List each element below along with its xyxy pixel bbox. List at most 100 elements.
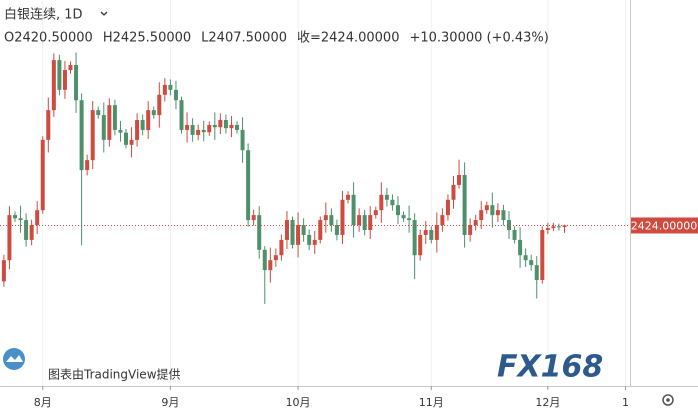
- candle-body: [112, 105, 117, 130]
- candle-body: [379, 194, 384, 211]
- candle-body: [529, 260, 534, 266]
- candle-body: [451, 184, 456, 200]
- candle-body: [357, 215, 362, 226]
- candle-body: [135, 120, 140, 140]
- brand-logo: FX168: [497, 350, 603, 385]
- candle-body: [223, 120, 228, 129]
- candle-body: [107, 105, 112, 140]
- candle-body: [368, 215, 373, 230]
- candle-body: [412, 220, 417, 256]
- candle-body: [340, 199, 345, 235]
- candle-body: [240, 129, 245, 151]
- candle-body: [562, 225, 567, 228]
- candle-body: [24, 220, 29, 240]
- candle-body: [373, 210, 378, 216]
- candle-body: [74, 65, 79, 101]
- candle-body: [473, 220, 478, 226]
- candle-body: [68, 65, 73, 71]
- overlay: 2424.00000: [0, 217, 698, 234]
- candle-body: [212, 124, 217, 128]
- candle-body: [457, 175, 462, 185]
- candle-body: [506, 220, 511, 230]
- candle-body: [279, 239, 284, 256]
- candle-body: [40, 139, 45, 211]
- candle-body: [556, 226, 561, 228]
- candle-body: [46, 110, 51, 140]
- candle-body: [262, 249, 267, 271]
- candle-body: [468, 225, 473, 235]
- candle-body: [418, 234, 423, 256]
- candle-body: [312, 239, 317, 245]
- settings-icon[interactable]: [662, 394, 674, 406]
- candle-body: [551, 226, 556, 229]
- candle-body: [384, 194, 389, 200]
- candle-body: [545, 228, 550, 230]
- candle-body: [346, 194, 351, 200]
- candles: [1, 52, 567, 304]
- candle-body: [18, 218, 23, 221]
- tradingview-logo: [3, 348, 25, 370]
- candle-body: [251, 215, 256, 221]
- candle-body: [196, 129, 201, 135]
- candle-body: [162, 84, 167, 95]
- candle-body: [479, 210, 484, 221]
- candle-body: [146, 110, 151, 130]
- ohlc-value: 收=2424.00000: [297, 31, 399, 46]
- candle-body: [307, 234, 312, 245]
- candle-body: [151, 110, 156, 116]
- candle-body: [7, 215, 12, 261]
- candle-body: [179, 100, 184, 130]
- candle-body: [35, 210, 40, 226]
- candle-body: [395, 205, 400, 216]
- candle-body: [207, 124, 212, 133]
- candle-body: [62, 70, 67, 90]
- ohlc-header: O2420.50000 H2425.50000 L2407.50000 收=2424.…: [4, 31, 549, 46]
- candle-body: [351, 194, 356, 226]
- candle-body: [429, 229, 434, 240]
- candle-body: [96, 110, 101, 116]
- candle-body: [540, 229, 545, 281]
- candle-body: [1, 260, 6, 282]
- chart-title: 白银连续, 1D: [4, 7, 83, 23]
- candle-body: [296, 225, 301, 245]
- candle-body: [501, 210, 506, 221]
- candle-body: [235, 124, 240, 130]
- candle-body: [85, 160, 90, 171]
- candle-body: [434, 225, 439, 240]
- candle-body: [218, 120, 223, 128]
- candle-body: [484, 205, 489, 211]
- candle-body: [290, 220, 295, 245]
- candle-body: [118, 129, 123, 133]
- candle-body: [445, 199, 450, 216]
- candle-body: [390, 199, 395, 206]
- candle-body: [284, 220, 289, 240]
- candle-body: [124, 132, 128, 145]
- candle-body: [268, 260, 273, 271]
- candle-body: [318, 220, 323, 240]
- ohlc-value: H2425.50000: [103, 31, 191, 46]
- candle-body: [512, 229, 517, 240]
- last-price-box: [631, 217, 698, 234]
- candle-body: [101, 115, 106, 140]
- ohlc-value: L2407.50000: [201, 31, 287, 46]
- x-tick-label: 12月: [535, 396, 560, 409]
- candle-body: [185, 124, 190, 130]
- candle-body: [257, 215, 262, 250]
- candle-body: [157, 94, 162, 116]
- candle-body: [323, 215, 328, 221]
- x-tick-label: 11月: [419, 396, 444, 409]
- candle-body: [129, 139, 134, 145]
- candle-body: [229, 124, 234, 129]
- x-tick-label: 10月: [286, 396, 311, 409]
- candle-body: [490, 205, 495, 216]
- candle-body: [518, 239, 523, 256]
- candle-body: [90, 110, 95, 161]
- interval-chevron[interactable]: [100, 11, 108, 16]
- candle-body: [534, 265, 539, 281]
- candle-body: [407, 218, 412, 221]
- ohlc-value: O2420.50000: [4, 31, 93, 46]
- x-tick-label: 8月: [34, 396, 52, 409]
- candle-body: [29, 225, 34, 240]
